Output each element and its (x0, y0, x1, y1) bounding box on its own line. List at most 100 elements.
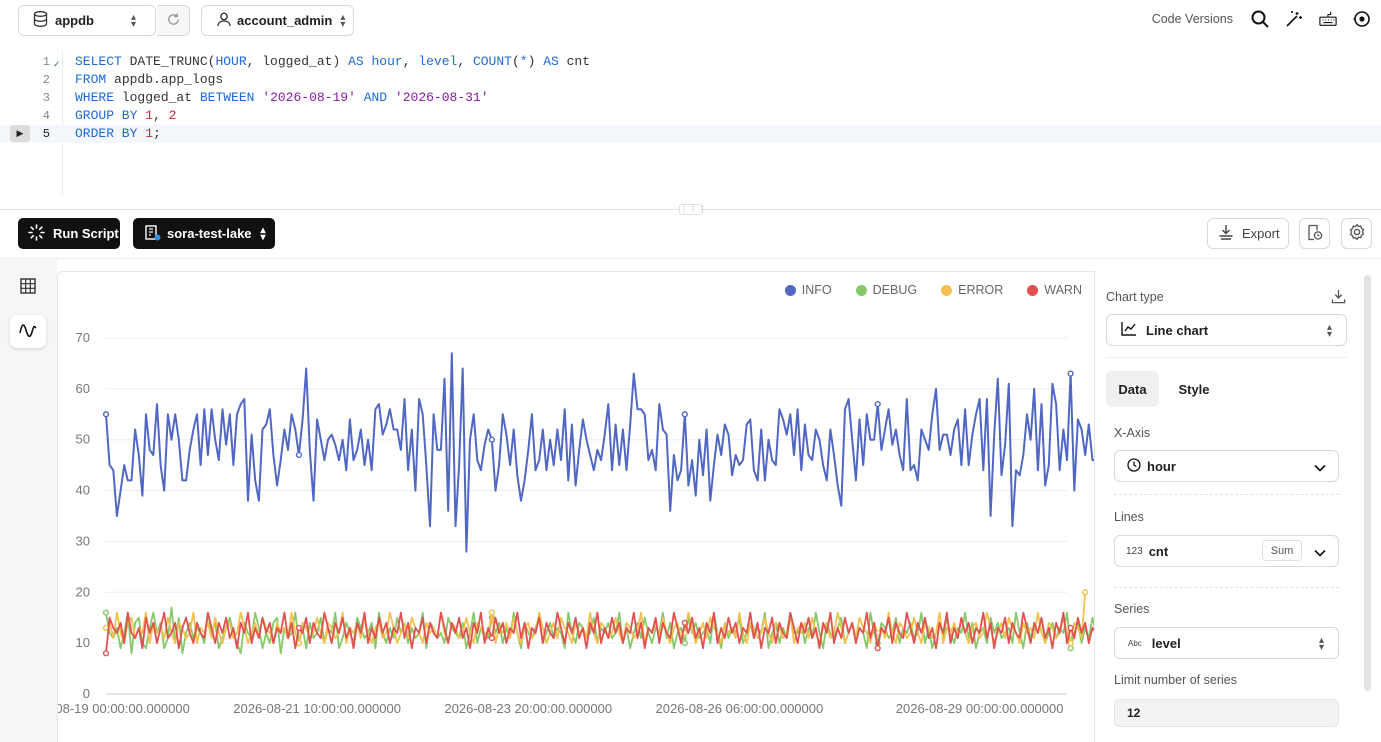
x-tick-label: 2026-08-29 00:00:00.000000 (896, 701, 1064, 716)
x-axis-select[interactable]: hour (1114, 450, 1339, 482)
data-point (102, 411, 110, 418)
data-point (1067, 640, 1074, 647)
lines-select[interactable]: 123 cnt (1114, 535, 1339, 567)
line-number: 4 (42, 109, 50, 123)
settings-button[interactable] (1341, 218, 1372, 249)
tab-style[interactable]: Style (1178, 381, 1210, 397)
code-line-active[interactable]: ▶ 5 ORDER BY 1; (0, 125, 1381, 143)
chart-panel: 0 10 20 30 40 50 60 70 2026-08-19 00:00:00.00000… (57, 271, 1094, 742)
data-point (102, 609, 110, 616)
schedule-button[interactable] (1299, 218, 1330, 249)
data-point (102, 650, 110, 657)
export-button[interactable]: Export (1207, 218, 1289, 249)
x-tick-label: 2026-08-21 10:00:00.000000 (233, 701, 401, 716)
aggregation-select[interactable]: Sum (1262, 540, 1302, 561)
line-number: 1 (42, 55, 50, 69)
table-view-button[interactable] (10, 271, 46, 304)
limit-series-label: Limit number of series (1114, 673, 1237, 687)
legend-item-error[interactable]: ERROR (941, 283, 1003, 297)
search-icon[interactable] (1251, 10, 1269, 28)
line-number: 3 (42, 91, 50, 105)
x-axis-label: X-Axis (1114, 426, 1151, 440)
y-tick-label: 30 (76, 533, 90, 548)
gear-icon (1348, 223, 1366, 244)
legend-item-debug[interactable]: DEBUG (855, 283, 917, 297)
run-line-icon[interactable]: ▶ (10, 125, 30, 142)
data-point (488, 609, 495, 616)
limit-series-input[interactable]: 12 (1114, 699, 1339, 727)
toolbar-divider (0, 258, 1381, 259)
database-select[interactable]: appdb ▴ ▾ (18, 5, 156, 36)
download-icon (1218, 224, 1234, 243)
data-point (681, 640, 688, 647)
data-point (488, 436, 495, 443)
x-tick-label: 2026-08-23 20:00:00.000000 (444, 701, 612, 716)
code-line[interactable]: 4 GROUP BY 1, 2 (0, 107, 1381, 125)
number-type-badge: 123 (1126, 545, 1143, 557)
code-text: ORDER BY 1; (75, 126, 161, 141)
history-icon[interactable] (1353, 10, 1371, 28)
check-icon: ✓ (53, 60, 61, 70)
chevron-updown-icon: ▴ ▾ (1318, 635, 1324, 653)
series-label: Series (1114, 602, 1150, 616)
run-script-label: Run Script (53, 226, 119, 241)
drag-handle-icon[interactable]: ⋮⋮⋮ (679, 204, 707, 215)
series-line-error (105, 592, 1087, 645)
lines-label: Lines (1114, 510, 1144, 524)
x-tick-label: 2026-08-26 06:00:00.000000 (656, 701, 824, 716)
document-clock-icon (1306, 224, 1323, 244)
legend-item-warn[interactable]: WARN (1027, 283, 1082, 297)
data-point (681, 619, 688, 626)
role-select[interactable]: account_admin ▴ ▾ (201, 5, 354, 36)
divider (1106, 357, 1347, 358)
keyboard-icon[interactable] (1319, 10, 1337, 28)
code-text: WHERE logged_at BETWEEN '2026-08-19' AND… (75, 90, 489, 105)
code-line[interactable]: 2 FROM appdb.app_logs (0, 71, 1381, 89)
code-text: GROUP BY 1, 2 (75, 108, 177, 123)
download-chart-icon[interactable] (1331, 289, 1346, 307)
lines-value: cnt (1148, 543, 1169, 559)
legend-dot (784, 284, 796, 296)
data-point (1082, 589, 1089, 596)
data-point (488, 634, 495, 642)
chevron-updown-icon: ▴ ▾ (131, 12, 137, 30)
sql-editor[interactable]: 1 ✓ SELECT DATE_TRUNC(HOUR, logged_at) A… (0, 50, 1381, 208)
data-point (295, 451, 303, 459)
export-label: Export (1242, 226, 1280, 241)
line-chart: 0 10 20 30 40 50 60 70 2026-08-19 00:00:00.00000… (58, 330, 1094, 716)
text-type-badge: Abc (1128, 638, 1142, 648)
legend-label: WARN (1044, 283, 1082, 297)
magic-wand-icon[interactable] (1285, 10, 1303, 28)
chart-view-button[interactable] (10, 315, 46, 348)
chart-config-panel (1094, 271, 1381, 742)
warehouse-select[interactable]: sora-test-lake ▴ ▾ (133, 218, 275, 249)
y-tick-label: 20 (76, 584, 90, 599)
chevron-down-icon (1314, 545, 1326, 560)
refresh-button[interactable] (157, 5, 190, 36)
run-script-button[interactable]: Run Script (18, 218, 120, 249)
line-number: 5 (42, 127, 50, 141)
data-point (874, 645, 881, 652)
role-name: account_admin (237, 13, 333, 28)
gutter-divider (62, 50, 63, 196)
series-select[interactable]: Abc level ▴ ▾ (1114, 627, 1339, 659)
clock-icon (1127, 457, 1141, 475)
y-tick-label: 70 (76, 330, 90, 345)
tab-data[interactable]: Data (1106, 371, 1159, 407)
code-line[interactable]: 3 WHERE logged_at BETWEEN '2026-08-19' A… (0, 89, 1381, 107)
chart-type-select[interactable]: Line chart ▴ ▾ (1106, 314, 1347, 346)
code-line[interactable]: 1 ✓ SELECT DATE_TRUNC(HOUR, logged_at) A… (0, 53, 1381, 71)
data-point (1067, 624, 1074, 631)
chart-type-value: Line chart (1146, 322, 1209, 338)
legend-item-info[interactable]: INFO (784, 283, 832, 297)
code-versions-link[interactable]: Code Versions (1151, 12, 1233, 26)
y-tick-label: 50 (76, 432, 90, 447)
database-name: appdb (55, 13, 94, 28)
user-icon (217, 12, 231, 30)
series-value: level (1151, 635, 1181, 651)
x-axis-value: hour (1147, 458, 1176, 474)
warehouse-icon (145, 224, 161, 244)
chevron-down-icon (1314, 460, 1326, 475)
config-scrollbar[interactable] (1364, 275, 1371, 691)
data-point (874, 401, 881, 408)
